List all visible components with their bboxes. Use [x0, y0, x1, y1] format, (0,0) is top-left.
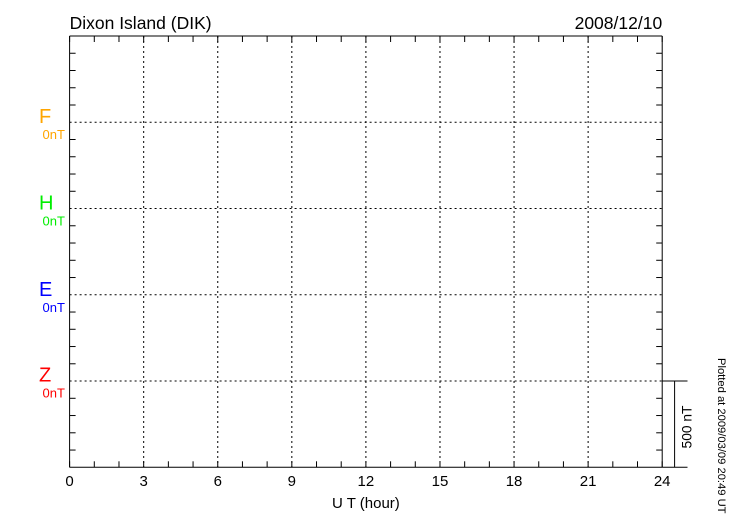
svg-text:E: E — [39, 279, 52, 301]
svg-text:0nT: 0nT — [43, 386, 65, 401]
svg-text:500 nT: 500 nT — [680, 405, 695, 449]
svg-text:12: 12 — [358, 473, 375, 490]
svg-text:21: 21 — [580, 473, 597, 490]
svg-text:15: 15 — [432, 473, 449, 490]
svg-text:6: 6 — [214, 473, 222, 490]
svg-text:Dixon Island (DIK): Dixon Island (DIK) — [70, 13, 212, 33]
svg-text:3: 3 — [140, 473, 148, 490]
svg-text:24: 24 — [654, 473, 671, 490]
svg-text:Plotted at 2009/03/09 20:49 UT: Plotted at 2009/03/09 20:49 UT — [715, 358, 727, 514]
svg-text:0nT: 0nT — [43, 300, 65, 315]
svg-text:F: F — [39, 106, 51, 128]
svg-text:9: 9 — [288, 473, 296, 490]
svg-text:U T (hour): U T (hour) — [332, 495, 400, 512]
svg-text:Z: Z — [39, 365, 51, 387]
svg-text:0: 0 — [65, 473, 73, 490]
svg-text:2008/12/10: 2008/12/10 — [575, 13, 663, 33]
svg-text:0nT: 0nT — [43, 214, 65, 229]
svg-text:H: H — [39, 193, 53, 215]
svg-text:0nT: 0nT — [43, 127, 65, 142]
svg-text:18: 18 — [506, 473, 523, 490]
